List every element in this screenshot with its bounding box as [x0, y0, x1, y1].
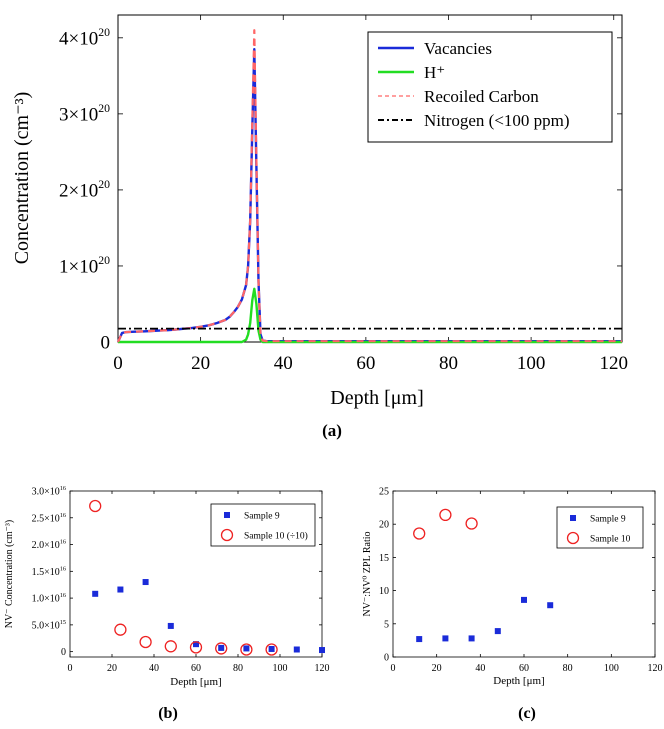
data-point-circle [465, 517, 478, 530]
panel-c-chart: 0 20 40 60 80 100 120 0 5 10 15 20 25 Depth [μm] NV⁻… [362, 487, 663, 723]
y-tick-label: 3.0×1016 [32, 485, 66, 498]
panel-a-ylabel: Concentration (cm⁻³) [11, 92, 33, 265]
panel-b-caption: (b) [158, 705, 178, 722]
data-point-circle [265, 643, 278, 656]
panel-c-legend-box [556, 506, 644, 549]
x-tick-label: 20 [107, 663, 117, 674]
legend-swatch [220, 528, 234, 542]
y-tick-label: 25 [379, 487, 389, 498]
data-point-circle [164, 640, 177, 653]
panel-a-legend: Vacancies H⁺ Recoiled Carbon Nitrogen (<100… [367, 31, 613, 143]
data-point-square [293, 646, 300, 653]
panel-c-xlabel: Depth [μm] [493, 675, 544, 687]
data-point-square [416, 636, 423, 643]
data-point-square [117, 586, 124, 593]
data-point-circle [439, 508, 452, 522]
data-point-square [142, 579, 149, 586]
x-tick-label: 40 [274, 353, 293, 374]
data-point-square [193, 641, 199, 648]
legend-label: Sample 9 [244, 511, 280, 521]
x-tick-label: 100 [273, 663, 288, 674]
data-point-square [521, 596, 527, 603]
legend-label: Sample 10 (÷10) [244, 530, 308, 541]
legend-label: Sample 10 [590, 534, 631, 544]
y-tick-label: 5 [384, 619, 389, 630]
x-tick-label: 60 [191, 663, 201, 674]
panel-b-legend: Sample 9 Sample 10 (÷10) [210, 503, 316, 547]
legend-label: Nitrogen (<100 ppm) [424, 111, 570, 130]
legend-label: Sample 9 [590, 514, 626, 524]
legend-swatch [570, 515, 576, 521]
data-point-square [442, 635, 449, 642]
y-tick-label: 10 [379, 586, 389, 597]
y-tick-label: 2.5×1016 [32, 512, 66, 525]
x-tick-label: 80 [233, 663, 243, 674]
panel-a-chart: 0 20 40 60 80 100 120 0 1×1020 2×1020 3×1020 4×1020… [11, 14, 628, 440]
data-point-circle [189, 641, 203, 654]
data-point-square [547, 602, 554, 609]
y-tick-label: 20 [379, 520, 389, 531]
panel-b-legend-box [210, 503, 316, 547]
data-point-square [268, 645, 275, 652]
y-tick-label: 15 [379, 553, 389, 564]
panel-a-xlabel: Depth [μm] [330, 387, 423, 409]
legend-label: Vacancies [424, 39, 492, 58]
x-tick-label: 0 [391, 663, 396, 674]
legend-label: H⁺ [424, 63, 445, 82]
x-tick-label: 0 [113, 353, 123, 374]
legend-swatch [566, 531, 580, 545]
data-point-square [319, 647, 325, 654]
x-tick-label: 80 [439, 353, 458, 374]
data-point-circle [114, 623, 127, 636]
panel-a-caption: (a) [322, 421, 342, 440]
panel-c-caption: (c) [518, 705, 536, 722]
data-point-circle [139, 635, 152, 649]
data-point-square [468, 635, 475, 642]
y-tick-label: 1.0×1016 [32, 592, 66, 605]
y-tick-label: 0 [101, 333, 111, 354]
x-tick-label: 60 [356, 353, 375, 374]
panel-a-legend-box [367, 31, 613, 143]
y-tick-label: 0 [384, 653, 389, 664]
panel-b-xlabel: Depth [μm] [170, 676, 221, 688]
y-tick-label: 3×1020 [59, 102, 110, 126]
x-tick-label: 100 [517, 353, 546, 374]
series-line-1 [118, 287, 622, 344]
x-tick-label: 40 [475, 663, 485, 674]
legend-label: Recoiled Carbon [424, 87, 539, 106]
panel-b-chart: 0 20 40 60 80 100 120 0 5.0×1015 1.0×1016 1.5×1016… [4, 485, 330, 722]
data-point-circle [215, 642, 228, 655]
legend-swatch [224, 512, 230, 518]
x-tick-label: 100 [604, 663, 619, 674]
data-point-square [494, 628, 501, 635]
data-point-circle [240, 643, 253, 656]
panel-c-legend: Sample 9 Sample 10 [556, 506, 644, 549]
y-tick-label: 0 [61, 647, 66, 658]
x-tick-label: 20 [191, 353, 210, 374]
x-tick-label: 120 [648, 663, 663, 674]
y-tick-label: 5.0×1015 [32, 619, 66, 632]
x-tick-label: 0 [68, 663, 73, 674]
data-point-circle [413, 527, 426, 540]
y-tick-label: 1×1020 [59, 254, 110, 278]
y-tick-label: 4×1020 [59, 26, 110, 50]
data-point-square [167, 622, 174, 629]
x-tick-label: 60 [519, 663, 529, 674]
x-tick-label: 120 [315, 663, 330, 674]
x-tick-label: 20 [432, 663, 442, 674]
panel-c-ylabel: NV⁻:NV⁰ ZPL Ratio [362, 531, 373, 616]
x-tick-label: 40 [149, 663, 159, 674]
y-tick-label: 2×1020 [59, 178, 110, 202]
x-tick-label: 80 [563, 663, 573, 674]
data-point-circle [89, 499, 102, 513]
x-tick-label: 120 [599, 353, 628, 374]
data-point-square [243, 645, 250, 652]
data-point-square [218, 644, 225, 651]
panel-b-ylabel: NV⁻ Concentration (cm⁻³) [4, 520, 15, 629]
series-line-2 [116, 29, 622, 343]
y-tick-label: 2.0×1016 [32, 539, 66, 552]
data-point-square [92, 590, 99, 597]
y-tick-label: 1.5×1016 [32, 565, 66, 578]
